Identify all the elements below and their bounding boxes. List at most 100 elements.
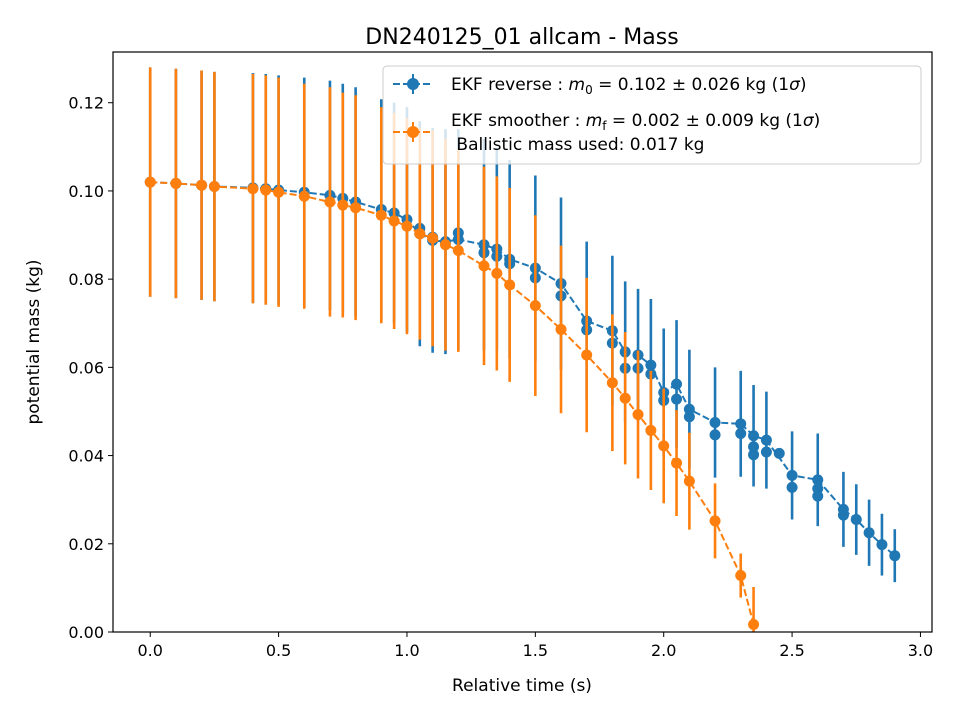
series-smoother-point <box>632 409 644 421</box>
series-smoother-point <box>273 186 285 198</box>
axis-ticks: 0.0 0.5 1.0 1.5 2.0 2.5 3.0 0.00 0.02 0.04 0.06 0.0… <box>68 94 933 660</box>
series-smoother-point <box>529 300 541 312</box>
series-smoother-point <box>414 228 426 240</box>
legend-smoother-value: = 0.002 ± 0.009 kg (1 <box>607 111 803 131</box>
series-smoother-point <box>555 323 567 335</box>
series-smoother-point <box>324 196 336 208</box>
series-smoother-point <box>208 181 220 193</box>
x-tick-label: 1.0 <box>394 641 419 660</box>
series-smoother-point <box>491 267 503 279</box>
series-smoother <box>144 67 760 632</box>
series-reverse-point <box>748 449 760 461</box>
x-tick-label: 0.5 <box>266 641 291 660</box>
series-reverse-point <box>748 441 760 453</box>
series-smoother-point <box>375 209 387 221</box>
series-reverse-point <box>863 527 875 539</box>
y-axis-label: potential mass (kg) <box>24 259 44 424</box>
series-smoother-point <box>748 619 760 631</box>
series-smoother-point <box>298 190 310 202</box>
series-smoother-point <box>260 184 272 196</box>
series-reverse-point <box>812 490 824 502</box>
series-reverse-point <box>786 481 798 493</box>
legend-smoother-sigma: σ <box>803 111 815 131</box>
series-smoother-point <box>401 220 413 232</box>
series-reverse-point <box>876 539 888 551</box>
y-tick-label: 0.12 <box>68 94 104 113</box>
legend-reverse-marker <box>407 78 419 90</box>
series-smoother-point <box>196 179 208 191</box>
series-reverse-point <box>760 434 772 446</box>
plot-series-group <box>144 67 901 632</box>
series-smoother-point <box>683 475 695 487</box>
chart-title: DN240125_01 allcam - Mass <box>365 25 678 50</box>
series-reverse-point <box>709 429 721 441</box>
series-reverse-point <box>748 430 760 442</box>
series-smoother-point <box>170 177 182 189</box>
series-reverse-point <box>889 550 901 562</box>
legend-reverse-close: ) <box>800 75 807 95</box>
legend: EKF reverse : m0 = 0.102 ± 0.026 kg (1σ)… <box>382 65 922 165</box>
x-tick-label: 3.0 <box>908 641 933 660</box>
legend-reverse-subscript: 0 <box>585 83 593 97</box>
series-smoother-point <box>671 457 683 469</box>
series-reverse-point <box>671 393 683 405</box>
legend-reverse-value: = 0.102 ± 0.026 kg (1 <box>593 75 789 95</box>
legend-reverse-label: EKF reverse : m0 = 0.102 ± 0.026 kg (1σ) <box>451 75 806 97</box>
series-reverse-point <box>850 514 862 526</box>
series-smoother-point <box>709 515 721 527</box>
y-tick-label: 0.04 <box>68 447 104 466</box>
series-smoother-point <box>337 199 349 211</box>
series-reverse-point <box>709 416 721 428</box>
series-smoother-point <box>388 215 400 227</box>
legend-smoother-subscript: f <box>602 119 607 133</box>
series-reverse-point <box>683 411 695 423</box>
legend-smoother-text: EKF smoother : <box>451 111 586 131</box>
series-reverse-point <box>773 447 785 459</box>
series-smoother-point <box>735 570 747 582</box>
series-smoother-point <box>645 424 657 436</box>
series-smoother-point <box>504 279 516 291</box>
series-reverse-point <box>837 509 849 521</box>
legend-reverse-text: EKF reverse : <box>451 75 569 95</box>
series-smoother-point <box>658 440 670 452</box>
y-tick-label: 0.00 <box>68 623 104 642</box>
series-reverse-point <box>812 474 824 486</box>
series-smoother-point <box>619 392 631 404</box>
legend-smoother-label: EKF smoother : mf = 0.002 ± 0.009 kg (1σ… <box>451 111 820 133</box>
legend-smoother-marker <box>407 126 419 138</box>
y-tick-label: 0.10 <box>68 182 104 201</box>
series-smoother-point <box>581 349 593 361</box>
legend-entry-smoother: EKF smoother : mf = 0.002 ± 0.009 kg (1σ… <box>393 111 820 155</box>
series-smoother-point <box>350 202 362 214</box>
series-reverse-point <box>671 378 683 390</box>
series-smoother-line <box>150 181 755 625</box>
legend-reverse-symbol: m <box>569 75 586 95</box>
series-reverse-point <box>760 446 772 458</box>
y-tick-label: 0.08 <box>68 270 104 289</box>
legend-box <box>382 65 922 165</box>
y-tick-label: 0.06 <box>68 358 104 377</box>
series-smoother-point <box>452 244 464 256</box>
series-reverse-point <box>645 359 657 371</box>
legend-reverse-sigma: σ <box>789 75 801 95</box>
series-smoother-point <box>427 232 439 244</box>
legend-entry-reverse: EKF reverse : m0 = 0.102 ± 0.026 kg (1σ) <box>393 74 806 97</box>
x-tick-label: 2.5 <box>779 641 804 660</box>
series-smoother-point <box>606 377 618 389</box>
plot-area <box>144 67 901 632</box>
series-smoother-point <box>478 260 490 272</box>
series-smoother-point <box>439 239 451 251</box>
legend-smoother-close: ) <box>814 111 821 131</box>
series-reverse-point <box>735 418 747 430</box>
series-smoother-point <box>144 176 156 188</box>
legend-ballistic-label: Ballistic mass used: 0.017 kg <box>451 135 704 155</box>
x-tick-label: 2.0 <box>651 641 676 660</box>
series-reverse-point <box>786 469 798 481</box>
axes-frame <box>112 51 933 633</box>
x-axis-label: Relative time (s) <box>452 676 592 696</box>
series-reverse-point <box>735 428 747 440</box>
y-tick-label: 0.02 <box>68 535 104 554</box>
x-tick-label: 0.0 <box>138 641 163 660</box>
series-smoother-point <box>247 183 259 195</box>
